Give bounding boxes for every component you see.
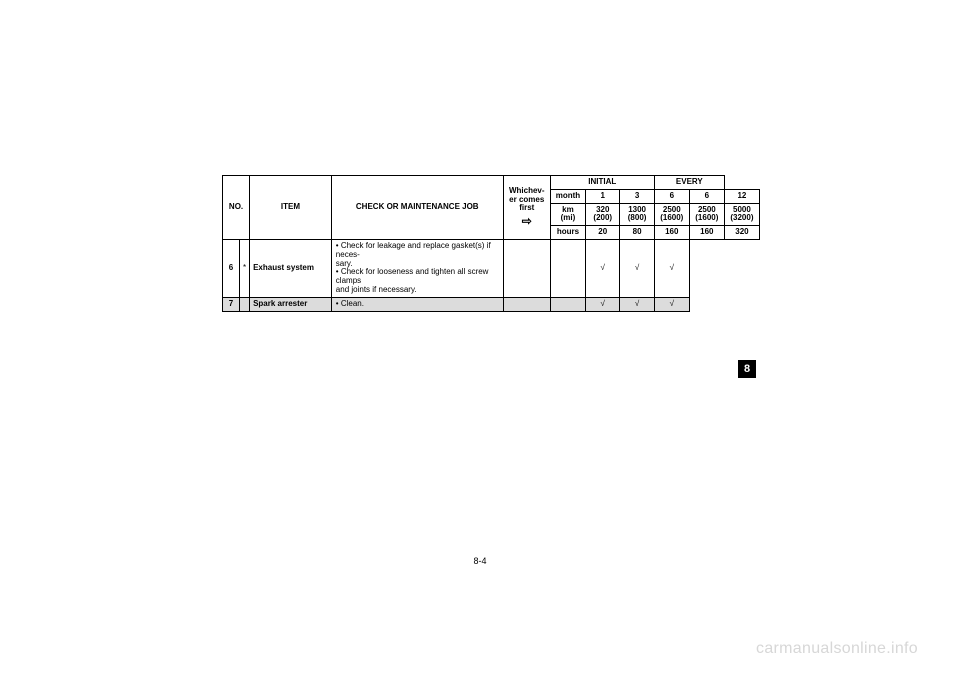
section-tab: 8 xyxy=(738,360,756,378)
arrow-right-icon: ⇨ xyxy=(507,215,547,228)
header-item: ITEM xyxy=(250,176,332,240)
row7-no: 7 xyxy=(223,297,240,311)
row7-item: Spark arrester xyxy=(250,297,332,311)
header-every: EVERY xyxy=(654,176,724,190)
maintenance-table: NO. ITEM CHECK OR MAINTENANCE JOB Whiche… xyxy=(222,175,760,312)
section-number: 8 xyxy=(744,363,750,375)
maintenance-table-container: NO. ITEM CHECK OR MAINTENANCE JOB Whiche… xyxy=(222,175,760,312)
km-2: 1300 (800) xyxy=(620,203,654,226)
hours-2: 80 xyxy=(620,226,654,240)
row6-star: * xyxy=(239,239,249,297)
row7-star xyxy=(239,297,249,311)
km-3: 2500 (1600) xyxy=(654,203,689,226)
hours-label: hours xyxy=(550,226,585,240)
row7-mark-2: √ xyxy=(586,297,620,311)
row6-mark-3: √ xyxy=(620,239,654,297)
row6-item: Exhaust system xyxy=(250,239,332,297)
header-row-1: NO. ITEM CHECK OR MAINTENANCE JOB Whiche… xyxy=(223,176,760,190)
km-1: 320 (200) xyxy=(586,203,620,226)
month-3: 3 xyxy=(620,189,654,203)
row7-mark-4: √ xyxy=(654,297,689,311)
header-whichever: Whichev- er comes first ⇨ xyxy=(503,176,550,240)
row7-mark-3: √ xyxy=(620,297,654,311)
month-label: month xyxy=(550,189,585,203)
row6-mark-0 xyxy=(503,239,550,297)
watermark: carmanualsonline.info xyxy=(756,640,918,658)
header-job: CHECK OR MAINTENANCE JOB xyxy=(331,176,503,240)
month-6b: 6 xyxy=(689,189,724,203)
row6-mark-2: √ xyxy=(586,239,620,297)
header-initial: INITIAL xyxy=(550,176,654,190)
row6-mark-1 xyxy=(550,239,585,297)
hours-3: 160 xyxy=(654,226,689,240)
row6-no: 6 xyxy=(223,239,240,297)
row7-job: • Clean. xyxy=(331,297,503,311)
header-no: NO. xyxy=(223,176,250,240)
hours-4: 160 xyxy=(689,226,724,240)
row7-mark-1 xyxy=(550,297,585,311)
row6-job: • Check for leakage and replace gasket(s… xyxy=(331,239,503,297)
hours-1: 20 xyxy=(586,226,620,240)
km-5: 5000 (3200) xyxy=(724,203,759,226)
table-row-7: 7 Spark arrester • Clean. √ √ √ xyxy=(223,297,760,311)
month-1: 1 xyxy=(586,189,620,203)
table-row-6: 6 * Exhaust system • Check for leakage a… xyxy=(223,239,760,297)
row7-mark-0 xyxy=(503,297,550,311)
row6-mark-4: √ xyxy=(654,239,689,297)
page-number: 8-4 xyxy=(473,556,486,566)
whichever-text: Whichev- er comes first xyxy=(509,186,545,213)
month-6a: 6 xyxy=(654,189,689,203)
page: NO. ITEM CHECK OR MAINTENANCE JOB Whiche… xyxy=(0,0,960,678)
month-12: 12 xyxy=(724,189,759,203)
km-4: 2500 (1600) xyxy=(689,203,724,226)
km-label: km (mi) xyxy=(550,203,585,226)
hours-5: 320 xyxy=(724,226,759,240)
